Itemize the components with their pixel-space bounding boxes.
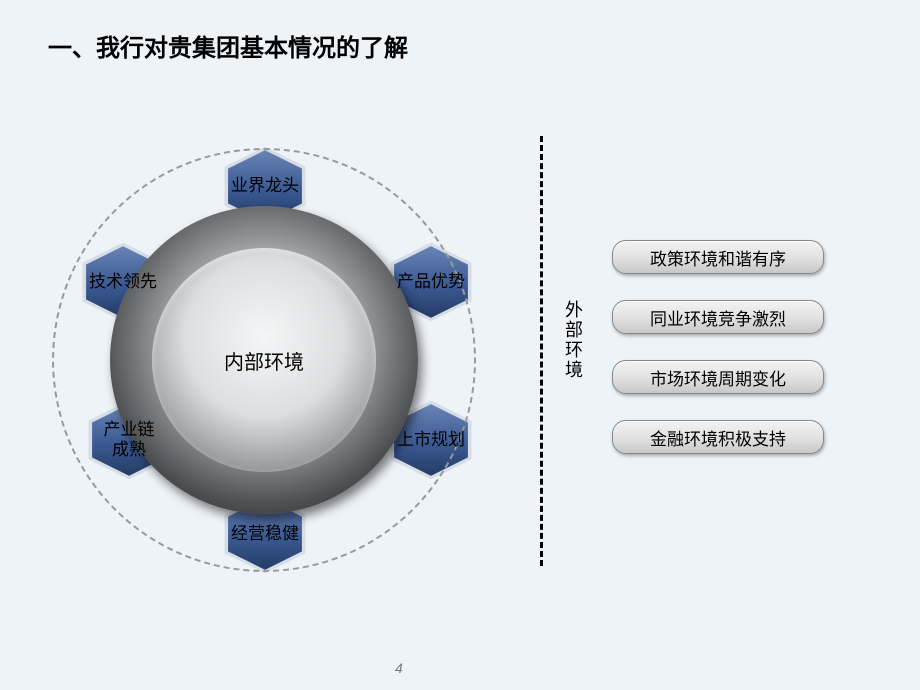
hex-stable: 经营稳健 (220, 494, 310, 574)
center-label: 内部环境 (214, 346, 314, 375)
page-title: 一、我行对贵集团基本情况的了解 (48, 28, 408, 63)
hex-product: 产品优势 (386, 242, 476, 322)
hex-label-tech: 技术领先 (89, 272, 157, 292)
hex-industry-leader: 业界龙头 (220, 146, 310, 226)
hex-label-product: 产品优势 (397, 272, 465, 292)
hex-chain: 产业链成熟 (84, 400, 174, 480)
hex-label-industry-leader: 业界龙头 (231, 176, 299, 196)
divider-label: 外部环境 (560, 300, 586, 380)
divider-line (540, 136, 543, 566)
pill-2: 市场环境周期变化 (612, 360, 824, 394)
pill-3: 金融环境积极支持 (612, 420, 824, 454)
pill-1: 同业环境竞争激烈 (612, 300, 824, 334)
hex-label-stable: 经营稳健 (231, 524, 299, 544)
hex-label-chain: 产业链成熟 (104, 420, 155, 459)
page-number: 4 (395, 660, 403, 676)
hex-ipo: 上市规划 (386, 400, 476, 480)
hex-tech: 技术领先 (78, 242, 168, 322)
hex-label-ipo: 上市规划 (397, 430, 465, 450)
pill-0: 政策环境和谐有序 (612, 240, 824, 274)
